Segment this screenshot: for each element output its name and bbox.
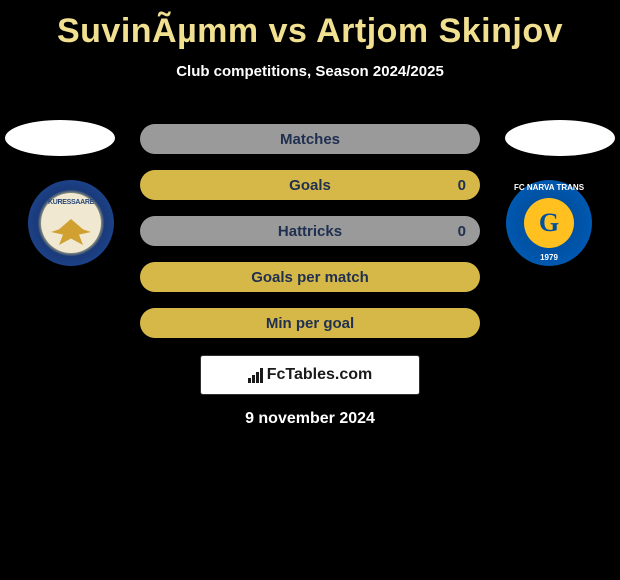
page-title: SuvinÃµmm vs Artjom Skinjov <box>0 0 620 51</box>
club-name-right: FC NARVA TRANS <box>506 183 592 192</box>
stat-label: Goals per match <box>251 269 369 286</box>
stat-label: Goals <box>289 177 331 194</box>
stat-label: Min per goal <box>266 315 354 332</box>
stat-row-hattricks: Hattricks 0 <box>140 216 480 246</box>
stat-label: Matches <box>280 131 340 148</box>
club-initial-right: G <box>539 208 559 238</box>
subtitle: Club competitions, Season 2024/2025 <box>0 63 620 80</box>
stat-row-matches: Matches <box>140 124 480 154</box>
stat-row-goals-per-match: Goals per match <box>140 262 480 292</box>
player-photo-right <box>505 120 615 156</box>
eagle-icon <box>51 219 91 245</box>
stat-value-right: 0 <box>458 223 466 240</box>
stat-label: Hattricks <box>278 223 342 240</box>
branding-text: FcTables.com <box>267 366 373 384</box>
club-name-left: KURESSAARE <box>48 199 94 206</box>
date-label: 9 november 2024 <box>0 410 620 428</box>
club-badge-right: FC NARVA TRANS G 1979 <box>506 180 592 266</box>
stat-row-goals: Goals 0 <box>140 170 480 200</box>
bars-icon <box>248 367 263 383</box>
player-photo-left <box>5 120 115 156</box>
stats-container: Matches Goals 0 Hattricks 0 Goals per ma… <box>140 124 480 354</box>
club-badge-left: KURESSAARE <box>28 180 114 266</box>
branding-badge[interactable]: FcTables.com <box>200 355 420 395</box>
stat-row-min-per-goal: Min per goal <box>140 308 480 338</box>
club-year-right: 1979 <box>506 253 592 262</box>
stat-value-right: 0 <box>458 177 466 194</box>
